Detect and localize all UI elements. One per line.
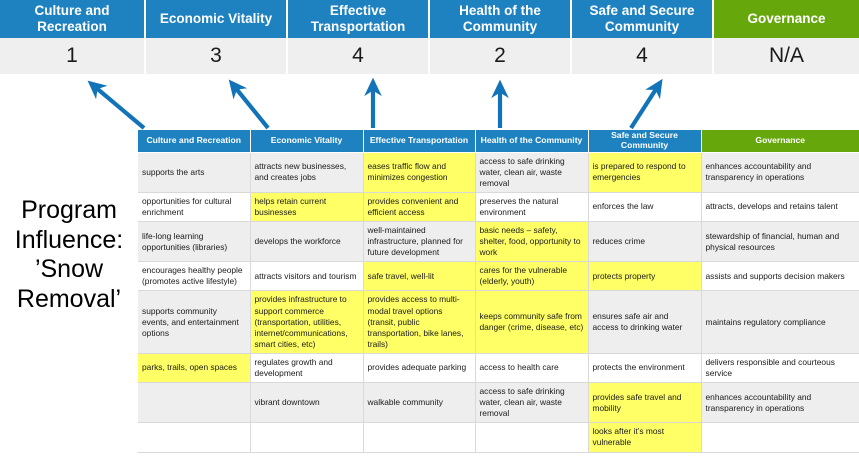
table-row: opportunities for cultural enrichment hel… — [138, 192, 859, 222]
table-row: supports community events, and entertain… — [138, 290, 859, 354]
detail-header-governance: Governance — [701, 130, 859, 153]
matrix-cell: provides adequate parking — [363, 353, 476, 384]
matrix-cell: parks, trails, open spaces — [138, 353, 251, 384]
table-row: encourages healthy people (promotes acti… — [138, 261, 859, 292]
summary-value-governance: N/A — [713, 38, 859, 74]
matrix-cell: attracts, develops and retains talent — [701, 192, 859, 222]
matrix-cell: vibrant downtown — [250, 382, 364, 424]
matrix-cell: well-maintained infrastructure, planned … — [363, 221, 476, 263]
matrix-cell: access to health care — [475, 353, 589, 384]
matrix-cell: opportunities for cultural enrichment — [138, 192, 251, 222]
matrix-cell: enhances accountability and transparency… — [701, 382, 859, 424]
matrix-cell: access to safe drinking water, clean air… — [475, 382, 589, 424]
detail-header-effective-transportation: Effective Transportation — [363, 130, 476, 153]
matrix-cell — [475, 422, 589, 453]
table-row: looks after it’s most vulnerable — [138, 422, 859, 453]
matrix-cell: develops the workforce — [250, 221, 364, 263]
caption-line-1: Program — [21, 196, 117, 224]
matrix-cell: attracts visitors and tourism — [250, 261, 364, 292]
matrix-cell: provides access to multi-modal travel op… — [363, 290, 476, 354]
matrix-cell: regulates growth and development — [250, 353, 364, 384]
matrix-cell: walkable community — [363, 382, 476, 424]
matrix-cell: enhances accountability and transparency… — [701, 152, 859, 193]
matrix-cell: protects the environment — [588, 353, 702, 384]
matrix-cell: reduces crime — [588, 221, 702, 263]
matrix-cell: keeps community safe from danger (crime,… — [475, 290, 589, 354]
summary-scorecard-table: Culture and Recreation Economic Vitality… — [0, 0, 859, 74]
matrix-cell: safe travel, well-lit — [363, 261, 476, 292]
table-row: parks, trails, open spaces regulates grow… — [138, 353, 859, 384]
summary-value-safe-and-secure-community: 4 — [571, 38, 714, 74]
matrix-cell: provides safe travel and mobility — [588, 382, 702, 424]
matrix-cell: provides infrastructure to support comme… — [250, 290, 364, 354]
matrix-cell — [363, 422, 476, 453]
detail-header-economic-vitality: Economic Vitality — [250, 130, 364, 153]
caption-line-2: Influence: — [14, 225, 124, 254]
summary-header-effective-transportation: Effective Transportation — [287, 0, 430, 38]
arrow-culture-and-recreation — [87, 80, 146, 130]
matrix-cell: helps retain current businesses — [250, 192, 364, 222]
detail-header-health-of-the-community: Health of the Community — [475, 130, 589, 153]
summary-header-row: Culture and Recreation Economic Vitality… — [0, 0, 859, 38]
matrix-cell: cares for the vulnerable (elderly, youth… — [475, 261, 589, 292]
matrix-cell: maintains regulatory compliance — [701, 290, 859, 354]
table-row: vibrant downtown walkable community access… — [138, 382, 859, 424]
matrix-cell: preserves the natural environment — [475, 192, 589, 222]
summary-header-governance: Governance — [713, 0, 859, 38]
matrix-cell: access to safe drinking water, clean air… — [475, 152, 589, 193]
summary-value-economic-vitality: 3 — [145, 38, 288, 74]
matrix-cell: provides convenient and efficient access — [363, 192, 476, 222]
matrix-cell: life-long learning opportunities (librar… — [138, 221, 251, 263]
summary-header-safe-and-secure-community: Safe and Secure Community — [571, 0, 714, 38]
summary-value-effective-transportation: 4 — [287, 38, 430, 74]
caption-line-3: ’Snow — [34, 255, 104, 283]
arrow-safe-and-secure-community — [629, 78, 663, 130]
matrix-cell — [138, 382, 251, 424]
matrix-cell: supports the arts — [138, 152, 251, 193]
matrix-cell: encourages healthy people (promotes acti… — [138, 261, 251, 292]
arrow-economic-vitality — [228, 79, 270, 130]
summary-header-health-of-the-community: Health of the Community — [429, 0, 572, 38]
summary-value-health-of-the-community: 2 — [429, 38, 572, 74]
summary-value-culture-and-recreation: 1 — [0, 38, 146, 74]
detail-header-row: Culture and Recreation Economic Vitality… — [138, 130, 859, 153]
matrix-cell: enforces the law — [588, 192, 702, 222]
summary-value-row: 1 3 4 2 4 N/A — [0, 38, 859, 74]
matrix-cell: delivers responsible and courteous servi… — [701, 353, 859, 384]
matrix-cell: ensures safe air and access to drinking … — [588, 290, 702, 354]
program-influence-caption: Program Influence: ’Snow Removal’ — [4, 196, 134, 314]
matrix-cell — [701, 422, 859, 453]
matrix-cell: looks after it’s most vulnerable — [588, 422, 702, 453]
program-influence-matrix: Culture and Recreation Economic Vitality… — [138, 130, 859, 453]
detail-body: supports the arts attracts new businesses… — [138, 152, 859, 453]
influence-arrows-group — [87, 77, 663, 130]
matrix-cell — [138, 422, 251, 453]
matrix-cell: attracts new businesses, and creates job… — [250, 152, 364, 193]
table-row: life-long learning opportunities (librar… — [138, 221, 859, 263]
matrix-cell: is prepared to respond to emergencies — [588, 152, 702, 193]
matrix-cell: protects property — [588, 261, 702, 292]
matrix-cell: assists and supports decision makers — [701, 261, 859, 292]
matrix-cell: supports community events, and entertain… — [138, 290, 251, 354]
matrix-cell: stewardship of financial, human and phys… — [701, 221, 859, 263]
matrix-cell: basic needs – safety, shelter, food, opp… — [475, 221, 589, 263]
summary-header-culture-and-recreation: Culture and Recreation — [0, 0, 146, 38]
matrix-cell: eases traffic flow and minimizes congest… — [363, 152, 476, 193]
matrix-cell — [250, 422, 364, 453]
summary-header-economic-vitality: Economic Vitality — [145, 0, 288, 38]
detail-header-safe-and-secure-community: Safe and Secure Community — [588, 130, 702, 153]
detail-header-culture-and-recreation: Culture and Recreation — [138, 130, 251, 153]
caption-line-4: Removal’ — [16, 284, 122, 313]
table-row: supports the arts attracts new businesses… — [138, 152, 859, 193]
